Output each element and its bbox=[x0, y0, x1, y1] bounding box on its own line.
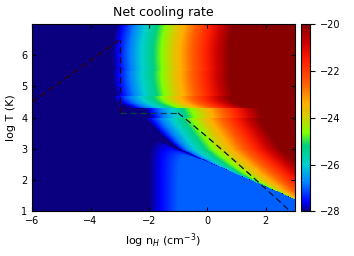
Title: Net cooling rate: Net cooling rate bbox=[113, 6, 214, 18]
Y-axis label: log T (K): log T (K) bbox=[6, 94, 16, 141]
X-axis label: log n$_H$ (cm$^{-3}$): log n$_H$ (cm$^{-3}$) bbox=[125, 232, 201, 250]
